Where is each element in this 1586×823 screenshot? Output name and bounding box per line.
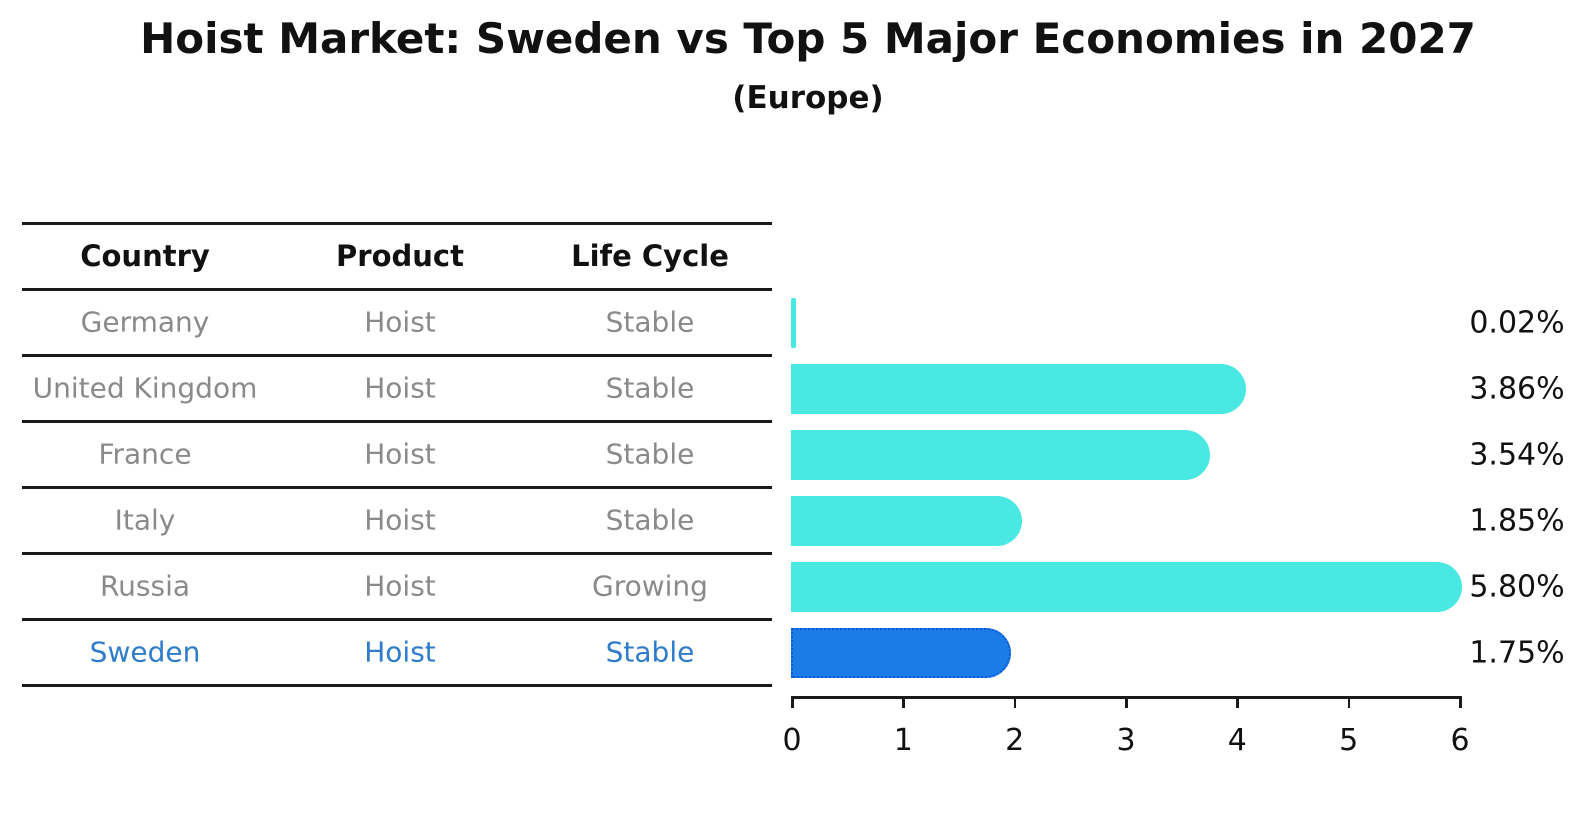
bar-france <box>791 430 1211 480</box>
table-cell-product: Hoist <box>364 503 436 537</box>
bar-russia <box>791 562 1462 612</box>
x-tick-label: 0 <box>782 723 802 758</box>
x-tick-mark <box>1459 698 1462 708</box>
table-rule <box>22 288 772 291</box>
table-cell-country: Sweden <box>89 635 201 669</box>
table-cell-country: United Kingdom <box>32 371 258 405</box>
chart-subtitle: (Europe) <box>732 80 884 116</box>
table-cell-product: Hoist <box>364 569 436 603</box>
table-cell-country: France <box>98 437 192 471</box>
table-cell-country: Germany <box>80 305 210 339</box>
value-label-germany: 0.02% <box>1469 305 1565 341</box>
x-tick-label: 3 <box>1116 723 1136 758</box>
bar-germany <box>791 298 796 348</box>
chart-title: Hoist Market: Sweden vs Top 5 Major Econ… <box>140 14 1476 63</box>
table-cell-life-cycle: Stable <box>605 503 695 537</box>
table-header-product: Product <box>336 239 464 273</box>
bar-sweden <box>791 628 1011 678</box>
value-label-sweden: 1.75% <box>1469 635 1565 671</box>
x-tick-mark <box>1125 698 1128 708</box>
table-cell-life-cycle: Stable <box>605 437 695 471</box>
x-tick-label: 1 <box>893 723 913 758</box>
table-cell-life-cycle: Stable <box>605 635 695 669</box>
bar-italy <box>791 496 1022 546</box>
table-rule <box>22 618 772 621</box>
table-cell-product: Hoist <box>364 305 436 339</box>
table-cell-product: Hoist <box>364 437 436 471</box>
value-label-russia: 5.80% <box>1469 569 1565 605</box>
table-cell-life-cycle: Stable <box>605 371 695 405</box>
table-cell-product: Hoist <box>364 371 436 405</box>
table-header-life-cycle: Life Cycle <box>571 239 729 273</box>
table-cell-country: Italy <box>114 503 176 537</box>
x-tick-mark <box>1236 698 1239 708</box>
bar-united-kingdom <box>791 364 1246 414</box>
table-cell-product: Hoist <box>364 635 436 669</box>
x-tick-mark <box>791 698 794 708</box>
value-label-united-kingdom: 3.86% <box>1469 371 1565 407</box>
table-header-country: Country <box>80 239 210 273</box>
table-rule <box>22 486 772 489</box>
x-tick-label: 5 <box>1339 723 1359 758</box>
value-label-france: 3.54% <box>1469 437 1565 473</box>
x-tick-mark <box>1013 698 1017 708</box>
table-rule <box>22 222 772 225</box>
value-label-italy: 1.85% <box>1469 503 1565 539</box>
table-cell-country: Russia <box>99 569 191 603</box>
x-tick-label: 6 <box>1450 723 1470 758</box>
table-rule <box>22 354 772 357</box>
x-axis-line <box>791 696 1462 699</box>
table-rule <box>22 684 772 687</box>
table-cell-life-cycle: Growing <box>592 569 708 603</box>
x-tick-label: 2 <box>1005 723 1025 758</box>
x-tick-mark <box>1347 698 1351 708</box>
table-rule <box>22 552 772 555</box>
table-cell-life-cycle: Stable <box>605 305 695 339</box>
x-tick-label: 4 <box>1227 723 1247 758</box>
table-rule <box>22 420 772 423</box>
x-tick-mark <box>902 698 905 708</box>
